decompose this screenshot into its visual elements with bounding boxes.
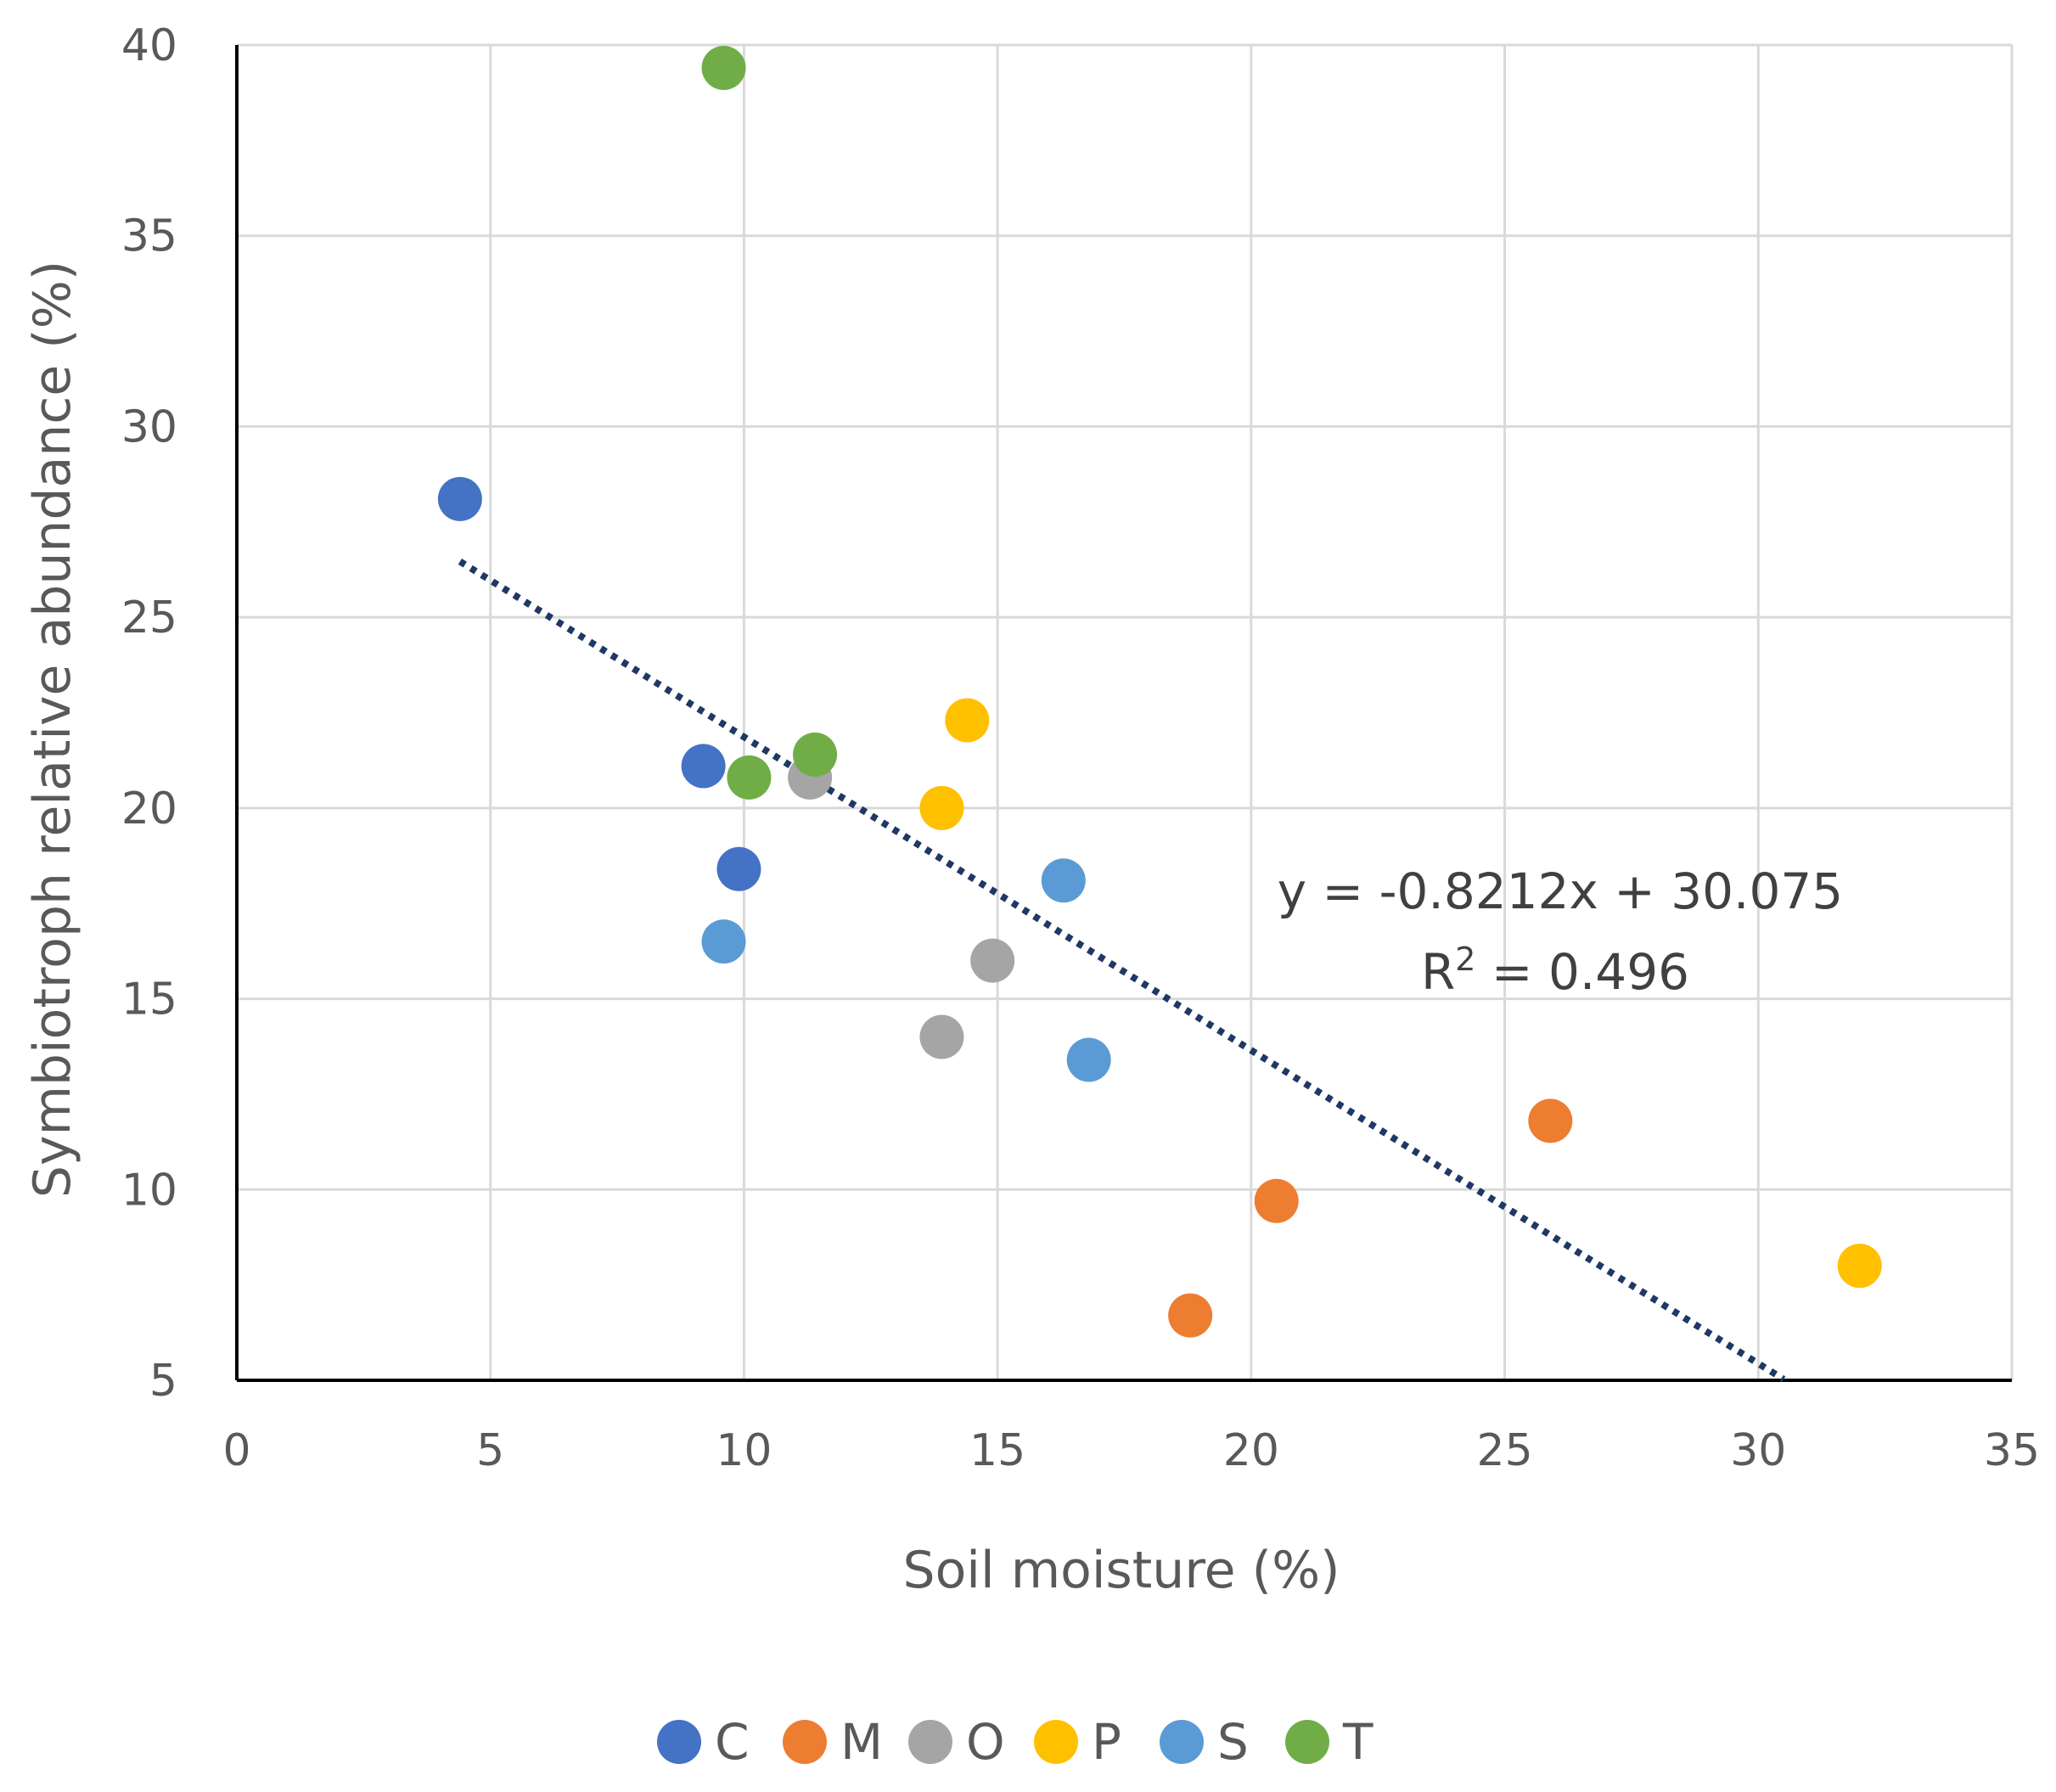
legend-marker-T xyxy=(1285,1720,1329,1764)
point-P-2 xyxy=(945,698,990,743)
legend-marker-M xyxy=(783,1720,827,1764)
point-O-3 xyxy=(970,938,1015,983)
point-T-1 xyxy=(701,45,746,90)
x-tick-label-5: 5 xyxy=(476,1425,504,1476)
legend-marker-P xyxy=(1034,1720,1078,1764)
axes xyxy=(235,45,2012,1382)
gridlines xyxy=(237,43,2014,1380)
legend-label-P: P xyxy=(1092,1713,1121,1771)
y-tick-label-30: 30 xyxy=(121,402,177,452)
point-S-1 xyxy=(701,919,746,964)
y-tick-label-10: 10 xyxy=(121,1165,177,1216)
point-M-1 xyxy=(1168,1293,1213,1338)
x-tick-label-35: 35 xyxy=(1984,1425,2040,1476)
y-tick-label-25: 25 xyxy=(121,593,177,643)
point-T-2 xyxy=(727,755,772,800)
y-tick-label-20: 20 xyxy=(121,784,177,834)
x-axis-title: Soil moisture (%) xyxy=(902,1541,1340,1600)
point-T-3 xyxy=(793,732,838,777)
trendline-r-squared: R2 = 0.496 xyxy=(1421,941,1689,1001)
r-squared-prefix: R xyxy=(1421,943,1455,1001)
point-P-1 xyxy=(919,785,964,830)
point-P-3 xyxy=(1837,1244,1882,1289)
y-tick-label-15: 15 xyxy=(121,975,177,1025)
x-tick-label-20: 20 xyxy=(1223,1425,1279,1476)
legend-marker-O xyxy=(908,1720,952,1764)
legend-label-C: C xyxy=(715,1713,750,1771)
point-C-3 xyxy=(716,846,761,891)
point-O-2 xyxy=(919,1014,964,1059)
x-tick-label-0: 0 xyxy=(222,1425,250,1476)
x-tick-label-25: 25 xyxy=(1476,1425,1532,1476)
point-S-3 xyxy=(1066,1037,1111,1082)
point-M-3 xyxy=(1528,1098,1573,1143)
y-axis-title: Symbiotroph relative abundance (%) xyxy=(23,261,82,1198)
point-M-2 xyxy=(1254,1178,1299,1223)
legend-label-O: O xyxy=(966,1713,1005,1771)
legend-marker-S xyxy=(1160,1720,1204,1764)
r-squared-superscript: 2 xyxy=(1455,941,1475,978)
r-squared-value: = 0.496 xyxy=(1475,943,1689,1001)
y-tick-label-40: 40 xyxy=(121,20,177,71)
trendline xyxy=(458,559,1786,1383)
y-tick-label-5: 5 xyxy=(149,1356,177,1407)
legend-marker-C xyxy=(657,1720,701,1764)
legend-label-S: S xyxy=(1217,1713,1249,1771)
data-points xyxy=(437,45,1882,1338)
x-tick-label-10: 10 xyxy=(716,1425,772,1476)
trendline-equation: y = -0.8212x + 30.075 xyxy=(1278,862,1843,920)
legend-label-T: T xyxy=(1342,1713,1373,1771)
point-S-2 xyxy=(1041,858,1086,903)
trendline-line xyxy=(458,559,1786,1383)
point-C-1 xyxy=(437,476,482,521)
y-tick-label-35: 35 xyxy=(121,211,177,262)
legend-label-M: M xyxy=(840,1713,883,1771)
x-tick-label-15: 15 xyxy=(969,1425,1025,1476)
x-tick-label-30: 30 xyxy=(1730,1425,1786,1476)
point-C-2 xyxy=(681,744,726,789)
